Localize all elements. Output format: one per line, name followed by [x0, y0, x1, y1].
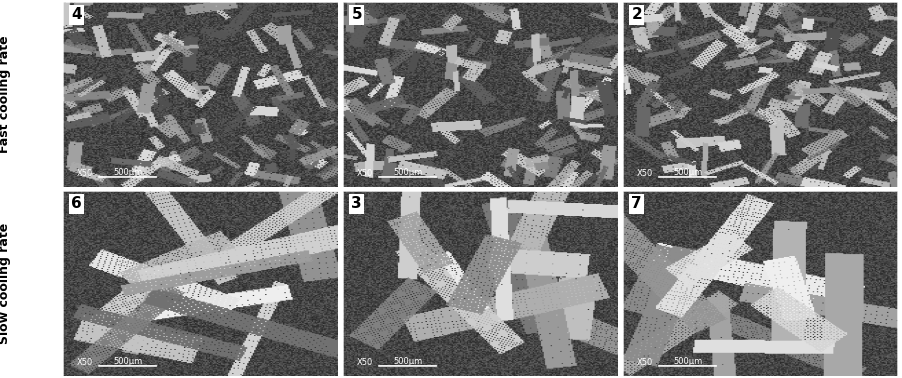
Text: 5: 5 [351, 8, 362, 22]
Text: X50: X50 [357, 169, 373, 178]
Text: X50: X50 [357, 358, 373, 367]
Text: X50: X50 [77, 358, 93, 367]
Text: 6: 6 [71, 197, 82, 211]
Text: 500μm: 500μm [113, 168, 143, 177]
Text: 7: 7 [631, 197, 642, 211]
Text: Fast cooling rate: Fast cooling rate [0, 36, 11, 153]
Text: 500μm: 500μm [673, 357, 702, 366]
Text: X50: X50 [77, 169, 93, 178]
Text: Slow cooling rate: Slow cooling rate [0, 223, 11, 344]
Text: 3: 3 [351, 197, 362, 211]
Text: X50: X50 [637, 169, 653, 178]
Text: X50: X50 [637, 358, 653, 367]
Text: 2: 2 [631, 8, 642, 22]
Text: 4: 4 [71, 8, 82, 22]
Text: 500μm: 500μm [673, 168, 702, 177]
Text: 500μm: 500μm [393, 168, 422, 177]
Text: 500μm: 500μm [393, 357, 422, 366]
Text: 500μm: 500μm [113, 357, 143, 366]
